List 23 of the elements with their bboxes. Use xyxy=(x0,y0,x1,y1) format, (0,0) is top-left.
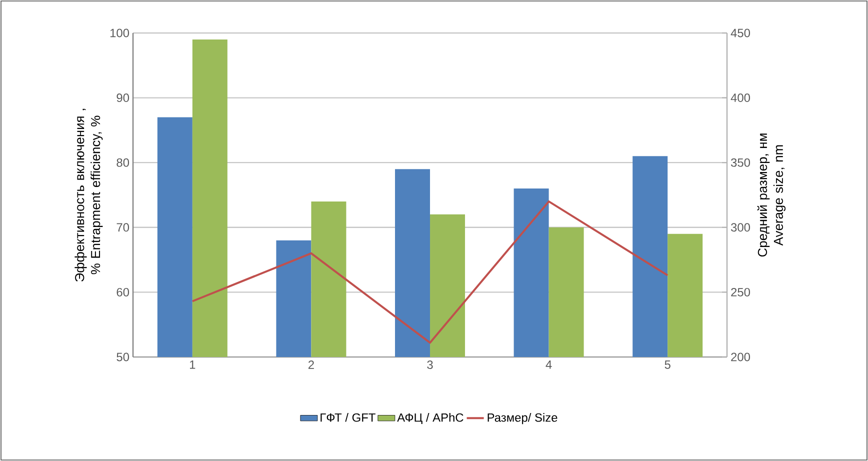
y-axis-title: Эффективность включения , % Entrapment efficiency, % xyxy=(74,108,103,282)
x-tick-label: 4 xyxy=(546,360,552,369)
x-tick-label: 5 xyxy=(664,360,670,369)
x-tick-label: 3 xyxy=(427,360,433,369)
y2-tick-label: 350 xyxy=(730,158,750,167)
legend-label: Размер/ Size xyxy=(488,413,558,424)
y2-tick-label: 450 xyxy=(730,28,750,38)
y2-tick-label: 300 xyxy=(730,223,750,232)
y2-tick-label: 200 xyxy=(731,352,750,362)
legend-label: АФЦ / APhC xyxy=(397,413,464,424)
y-tick-label: 60 xyxy=(116,288,130,296)
y-tick-label: 90 xyxy=(116,94,130,102)
y-tick-label: 100 xyxy=(110,28,130,38)
x-tick-label: 1 xyxy=(190,360,196,369)
x-tick-label: 2 xyxy=(308,360,314,369)
y2-tick-label: 400 xyxy=(730,94,750,102)
y-tick-label: 70 xyxy=(116,223,130,232)
legend-label: ГФТ / GFT xyxy=(320,413,376,422)
y-tick-label: 50 xyxy=(116,352,130,362)
line-series xyxy=(191,200,669,344)
y2-tick-label: 250 xyxy=(731,288,750,296)
y2-axis-title: Средний размер, нм Average size, nm xyxy=(757,134,786,257)
y-tick-label: 80 xyxy=(116,158,130,167)
